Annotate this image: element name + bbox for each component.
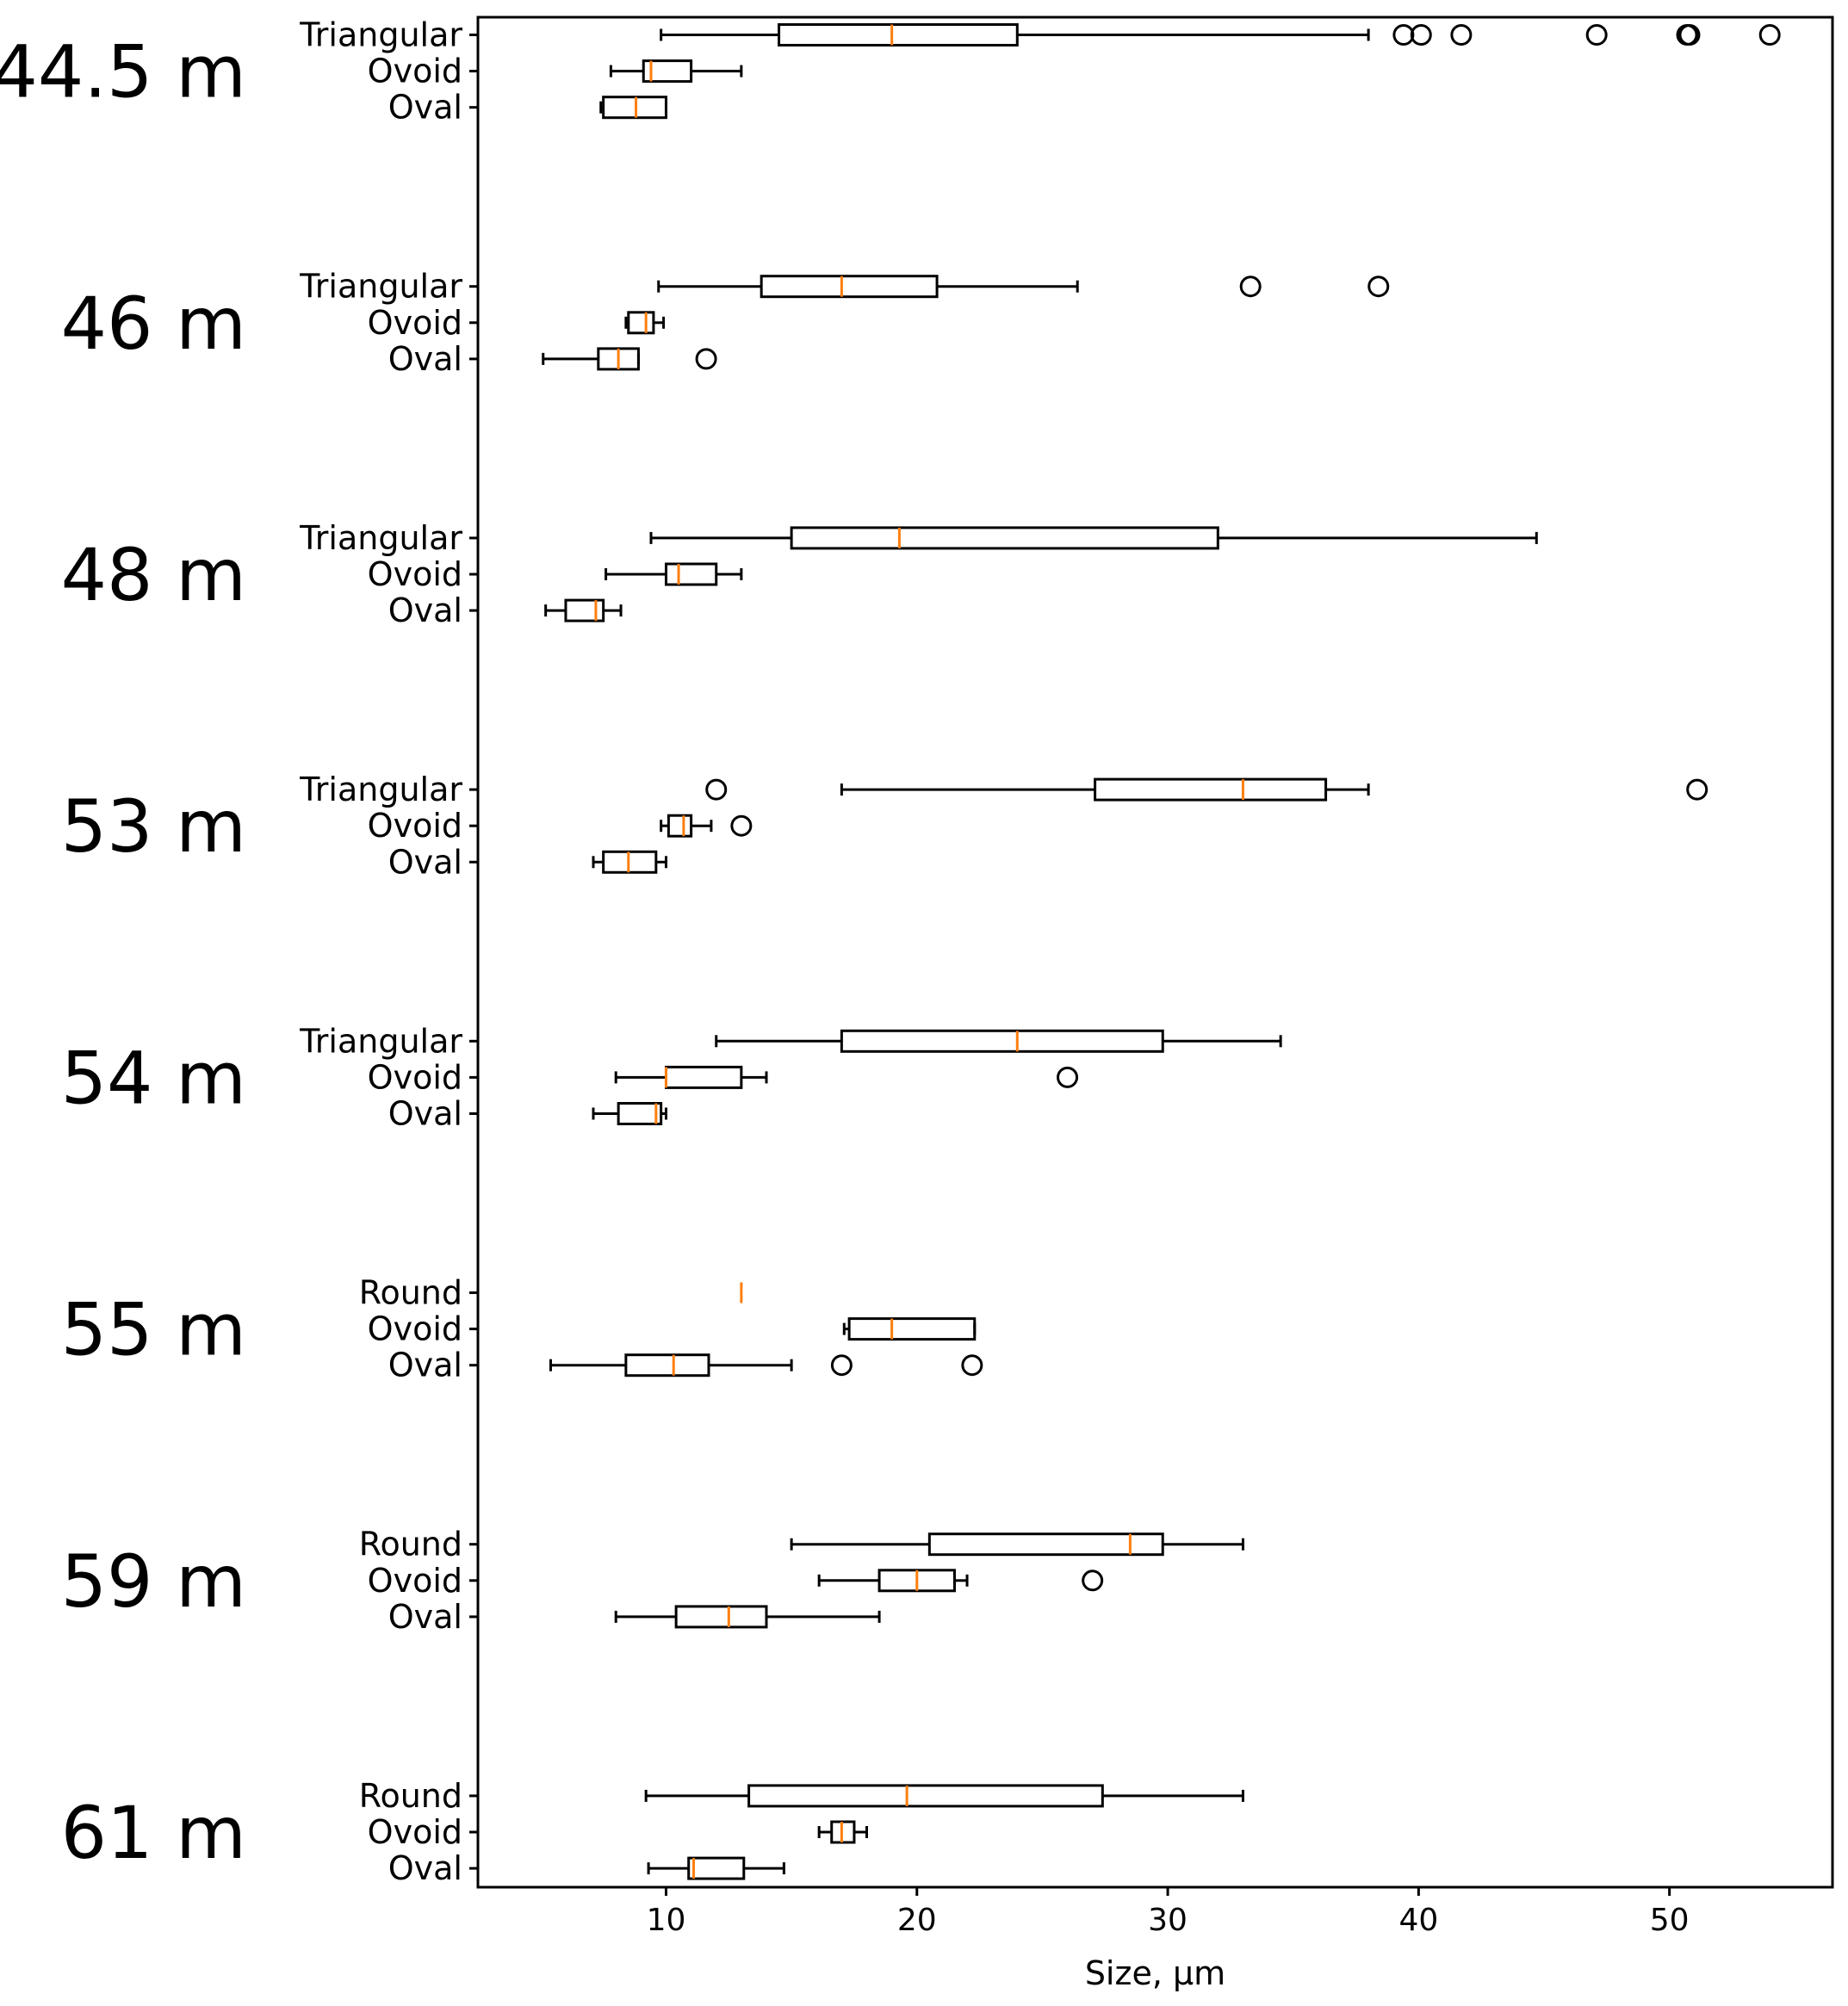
- box-iqr: [667, 814, 693, 838]
- outlier-point: [1410, 24, 1432, 46]
- plot-area-frame: [476, 15, 1834, 1889]
- box-iqr: [624, 1353, 710, 1378]
- box-iqr: [840, 1029, 1164, 1053]
- plot-marks: [542, 23, 1781, 1880]
- category-tick-label: Oval: [388, 1598, 462, 1636]
- category-tick-label: Ovoid: [368, 555, 462, 593]
- outlier-point: [1678, 24, 1701, 46]
- category-tick-label: Ovoid: [368, 1058, 462, 1096]
- box-iqr: [642, 59, 693, 84]
- category-tick-label: Ovoid: [368, 304, 462, 342]
- category-tick-label: Round: [359, 1274, 462, 1312]
- category-tick-label: Triangular: [299, 268, 462, 306]
- box-iqr: [790, 526, 1219, 550]
- depth-group-label: 59 m: [61, 1539, 246, 1624]
- outlier-point: [1239, 276, 1262, 298]
- box-iqr: [564, 598, 605, 622]
- outlier-point: [1082, 1570, 1104, 1592]
- outlier-point: [830, 1354, 853, 1377]
- box-iqr: [927, 1532, 1164, 1557]
- depth-group-label: 48 m: [61, 533, 246, 617]
- category-tick-label: Oval: [388, 1849, 462, 1887]
- x-tick-label: 50: [1650, 1903, 1690, 1938]
- category-tick-label: Triangular: [299, 16, 462, 54]
- outlier-point: [1392, 24, 1415, 46]
- category-tick-label: Round: [359, 1777, 462, 1815]
- outlier-point: [961, 1354, 983, 1377]
- box-iqr: [627, 311, 655, 335]
- category-tick-label: Triangular: [299, 519, 462, 557]
- depth-group-label: 46 m: [61, 282, 246, 366]
- category-tick-label: Oval: [388, 1347, 462, 1384]
- box-iqr: [674, 1605, 768, 1629]
- x-tick-label: 20: [897, 1903, 937, 1938]
- outlier-point: [1686, 778, 1708, 801]
- category-tick-label: Ovoid: [368, 1310, 462, 1348]
- category-tick-label: Ovoid: [368, 1562, 462, 1600]
- outlier-point: [1758, 24, 1781, 46]
- category-tick-label: Oval: [388, 1095, 462, 1133]
- x-tick-label: 30: [1148, 1903, 1188, 1938]
- category-tick-label: Ovoid: [368, 53, 462, 90]
- x-axis-title: Size, µm: [1085, 1954, 1225, 1992]
- box-iqr: [1094, 777, 1328, 802]
- category-tick-label: Triangular: [299, 1022, 462, 1060]
- outlier-point: [1367, 276, 1390, 298]
- x-tick-label: 10: [647, 1903, 686, 1938]
- category-tick-label: Triangular: [299, 771, 462, 808]
- box-iqr: [847, 1317, 977, 1341]
- category-tick-label: Round: [359, 1526, 462, 1563]
- outlier-point: [1450, 24, 1473, 46]
- category-tick-label: Oval: [388, 89, 462, 127]
- outlier-point: [1585, 24, 1608, 46]
- box-iqr: [687, 1856, 746, 1880]
- box-iqr: [760, 275, 939, 299]
- box-iqr: [747, 1784, 1104, 1808]
- depth-group-label: 61 m: [61, 1791, 246, 1875]
- depth-group-label: 55 m: [61, 1288, 246, 1372]
- depth-group-label: 53 m: [61, 784, 246, 869]
- category-tick-label: Oval: [388, 843, 462, 881]
- category-tick-label: Oval: [388, 591, 462, 629]
- outlier-point: [695, 348, 717, 370]
- depth-group-label: 44.5 m: [0, 30, 246, 115]
- outlier-point: [730, 814, 753, 837]
- category-tick-label: Ovoid: [368, 807, 462, 845]
- box-iqr: [617, 1102, 663, 1125]
- category-tick-label: Ovoid: [368, 1813, 462, 1851]
- depth-group-label: 54 m: [61, 1036, 246, 1120]
- category-tick-label: Oval: [388, 340, 462, 378]
- outlier-point: [1057, 1066, 1079, 1088]
- outlier-point: [705, 778, 728, 801]
- x-tick-label: 40: [1398, 1903, 1438, 1938]
- box-iqr: [664, 562, 718, 586]
- box-iqr: [778, 23, 1019, 46]
